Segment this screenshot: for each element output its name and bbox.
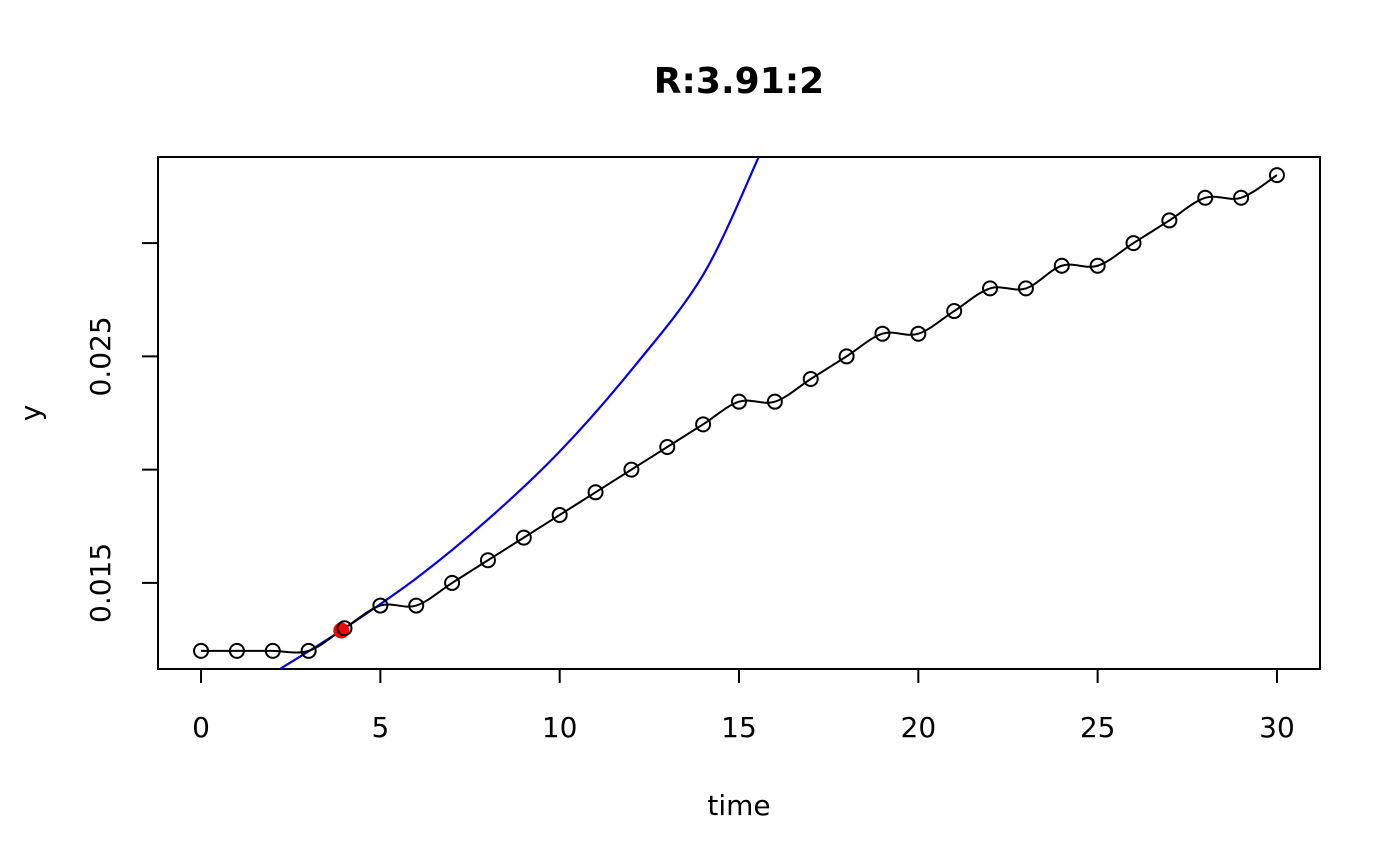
data-point <box>1197 189 1214 206</box>
x-tick-label: 20 <box>901 711 937 744</box>
x-tick-label: 25 <box>1080 711 1116 744</box>
data-point <box>372 597 389 614</box>
data-point <box>587 484 604 501</box>
data-point <box>515 529 532 546</box>
data-point <box>766 393 783 410</box>
data-point <box>802 371 819 388</box>
data-point <box>910 325 927 342</box>
fitted-curve <box>279 157 760 669</box>
data-point <box>336 620 353 637</box>
data-point <box>659 438 676 455</box>
data-point <box>1268 167 1285 184</box>
data-point <box>1017 280 1034 297</box>
data-point <box>479 552 496 569</box>
data-point <box>1233 189 1250 206</box>
data-line <box>201 174 1278 654</box>
plot-box <box>157 156 1321 670</box>
series-layer <box>193 157 1285 669</box>
data-point <box>623 461 640 478</box>
data-point <box>551 506 568 523</box>
data-point <box>444 574 461 591</box>
y-tick-label: 0.025 <box>84 316 117 396</box>
x-axis-label: time <box>707 789 770 822</box>
x-tick-label: 15 <box>721 711 757 744</box>
data-point <box>946 303 963 320</box>
data-point <box>1053 257 1070 274</box>
x-tick-label: 30 <box>1259 711 1295 744</box>
data-point <box>874 325 891 342</box>
y-axis: 0.015 0.025 <box>84 242 159 623</box>
data-point <box>193 642 210 659</box>
data-point <box>264 642 281 659</box>
x-tick-label: 0 <box>192 711 210 744</box>
y-axis-label: y <box>14 405 47 422</box>
data-point <box>982 280 999 297</box>
data-point <box>1125 235 1142 252</box>
data-point <box>408 597 425 614</box>
x-tick-label: 5 <box>371 711 389 744</box>
data-point <box>695 416 712 433</box>
x-axis: 0 5 10 15 20 25 30 <box>192 668 1295 744</box>
data-point <box>1089 257 1106 274</box>
data-point <box>228 642 245 659</box>
data-point <box>300 642 317 659</box>
data-point <box>1161 212 1178 229</box>
chart-title: R:3.91:2 <box>654 61 824 102</box>
data-point <box>838 348 855 365</box>
y-tick-label: 0.015 <box>84 543 117 623</box>
x-tick-label: 10 <box>542 711 578 744</box>
data-point <box>731 393 747 410</box>
